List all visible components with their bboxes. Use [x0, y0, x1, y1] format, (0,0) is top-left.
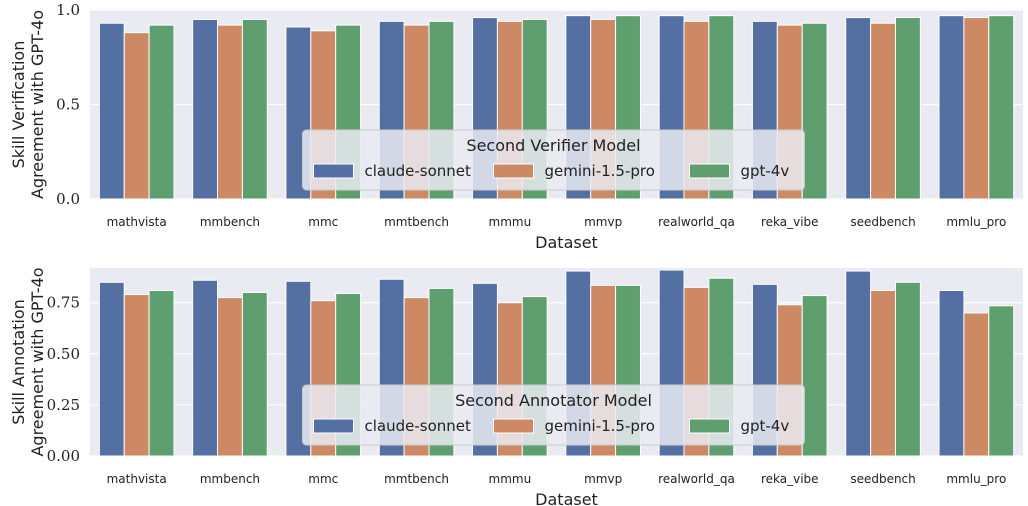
- legend-swatch: [313, 163, 354, 179]
- x-tick-label: mathvista: [107, 215, 167, 229]
- y-tick-label: 0.25: [47, 396, 80, 414]
- y-tick-label: 0.00: [47, 447, 80, 465]
- x-tick-label: mmc: [308, 472, 338, 486]
- bar-gemini-1.5-pro-mathvista: [123, 32, 150, 200]
- bar-claude-sonnet-mmbench: [192, 279, 219, 457]
- bar-gpt-4v-mmlu_pro: [988, 305, 1015, 457]
- bar-claude-sonnet-seedbench: [845, 17, 872, 200]
- bar-gpt-4v-reka_vibe: [801, 22, 828, 200]
- bar-claude-sonnet-mmlu_pro: [938, 289, 965, 457]
- bar-gemini-1.5-pro-mathvista: [123, 294, 150, 457]
- legend-entry-label: gemini-1.5-pro: [545, 162, 655, 180]
- y-tick-label: 0.0: [56, 190, 80, 208]
- y-tick-label: 1.0: [56, 1, 80, 19]
- legend-title: Second Verifier Model: [466, 136, 640, 155]
- legend-swatch: [493, 418, 534, 434]
- x-tick-label: mmtbench: [384, 215, 449, 229]
- chart-panel-1: 0.0 0.5 1.0 mathvista mmbench mmc mmtbench mmmu…: [9, 1, 1023, 252]
- y-axis-label: Agreement with GPT-4o: [28, 10, 47, 199]
- legend-entry-label: gpt-4v: [741, 162, 790, 180]
- bar-gpt-4v-reka_vibe: [801, 295, 828, 457]
- bar-gemini-1.5-pro-mmbench: [217, 297, 243, 457]
- x-tick-label: mmvp: [584, 215, 622, 229]
- x-tick-label: seedbench: [850, 215, 915, 229]
- bar-claude-sonnet-mmbench: [192, 18, 219, 200]
- bar-gemini-1.5-pro-mmlu_pro: [963, 312, 990, 457]
- x-tick-label: mmlu_pro: [946, 472, 1006, 486]
- chart-panel-2: 0.00 0.25 0.50 0.75 mathvista mmbench mmc mmtbe…: [9, 267, 1023, 506]
- y-tick-label: 0.75: [47, 294, 80, 312]
- legend: Second Verifier Model claude-sonnet gemini…: [302, 129, 805, 191]
- x-tick-label: mmbench: [200, 215, 260, 229]
- x-tick-label: mmtbench: [384, 472, 449, 486]
- bar-gpt-4v-mmbench: [241, 18, 268, 200]
- bar-claude-sonnet-mmc: [285, 280, 312, 457]
- bar-claude-sonnet-mmlu_pro: [938, 15, 965, 200]
- legend-box: [302, 129, 805, 191]
- legend-swatch: [689, 418, 730, 434]
- bar-gpt-4v-mmbench: [241, 292, 268, 457]
- bar-claude-sonnet-mathvista: [98, 22, 125, 200]
- bar-gpt-4v-mmlu_pro: [988, 15, 1015, 200]
- bar-gpt-4v-mathvista: [148, 24, 175, 200]
- legend-swatch: [493, 163, 534, 179]
- bar-gemini-1.5-pro-mmbench: [217, 24, 243, 200]
- x-tick-label: mmlu_pro: [946, 215, 1006, 229]
- x-tick-label: reka_vibe: [761, 472, 819, 486]
- legend-entry-label: claude-sonnet: [365, 417, 472, 435]
- x-tick-label: realworld_qa: [658, 215, 735, 229]
- x-axis-label: Dataset: [535, 233, 598, 252]
- x-tick-label: seedbench: [850, 472, 915, 486]
- x-tick-label: mmmu: [489, 215, 532, 229]
- x-axis-label: Dataset: [535, 490, 598, 506]
- bar-claude-sonnet-seedbench: [845, 270, 872, 457]
- bar-gemini-1.5-pro-seedbench: [870, 289, 896, 457]
- legend-swatch: [313, 418, 354, 434]
- y-tick-label: 0.5: [56, 96, 80, 114]
- y-axis-label: Agreement with GPT-4o: [28, 267, 47, 456]
- bar-claude-sonnet-mathvista: [98, 281, 125, 457]
- legend-swatch: [689, 163, 730, 179]
- bar-gpt-4v-seedbench: [894, 281, 921, 457]
- legend-entry-label: claude-sonnet: [365, 162, 472, 180]
- bar-gemini-1.5-pro-seedbench: [870, 22, 896, 200]
- x-tick-label: mathvista: [107, 472, 167, 486]
- x-tick-label: mmmu: [489, 472, 532, 486]
- legend-box: [302, 384, 805, 446]
- bar-gpt-4v-mathvista: [148, 289, 175, 457]
- y-axis-label: Skill Annotation: [9, 299, 28, 425]
- x-tick-label: mmbench: [200, 472, 260, 486]
- x-tick-label: realworld_qa: [658, 472, 735, 486]
- bar-gpt-4v-seedbench: [894, 17, 921, 200]
- y-axis-label: Skill Verification: [9, 41, 28, 169]
- legend: Second Annotator Model claude-sonnet gemin…: [302, 384, 805, 446]
- legend-entry-label: gemini-1.5-pro: [545, 417, 655, 435]
- y-tick-label: 0.50: [47, 345, 80, 363]
- x-tick-label: reka_vibe: [761, 215, 819, 229]
- legend-title: Second Annotator Model: [455, 391, 652, 410]
- x-tick-label: mmvp: [584, 472, 622, 486]
- bar-gemini-1.5-pro-mmlu_pro: [963, 17, 990, 200]
- legend-entry-label: gpt-4v: [741, 417, 790, 435]
- x-tick-label: mmc: [308, 215, 338, 229]
